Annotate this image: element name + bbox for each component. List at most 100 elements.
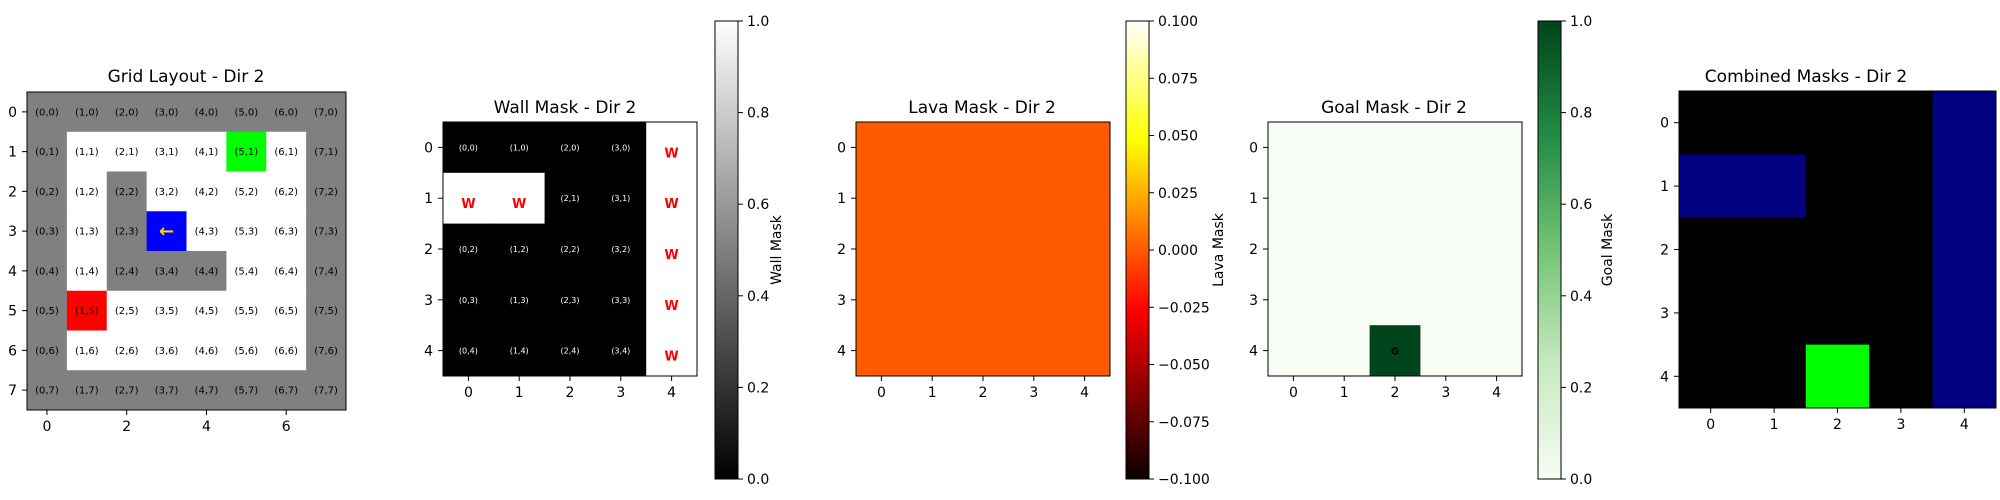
goal-mask-cb-tick-label: 0.0 xyxy=(1570,472,1592,488)
grid-cell-label: (7,1) xyxy=(314,147,338,158)
grid-cell-label: (0,6) xyxy=(35,346,59,357)
grid-cell-label: (5,1) xyxy=(234,147,258,158)
goal-mask-cell xyxy=(1268,325,1320,377)
grid-cell xyxy=(266,211,307,252)
grid-layout-xtick-label: 6 xyxy=(282,419,291,435)
grid-cell xyxy=(27,211,68,252)
grid-cell-label: (2,3) xyxy=(115,227,139,238)
grid-layout-ytick-label: 7 xyxy=(8,383,17,399)
grid-cell-label: (6,3) xyxy=(274,227,298,238)
wall-mask-xtick-label: 2 xyxy=(566,385,575,401)
wall-cell-label: (3,2) xyxy=(611,245,630,254)
wall-mask-cell xyxy=(595,274,647,326)
combined-masks-frame xyxy=(1678,90,1997,409)
lava-mask-xtick-label: 2 xyxy=(979,385,988,401)
grid-layout-ticks: 0 2 4 6 0 1 2 3 4 5 6 7 xyxy=(8,105,291,435)
goal-mask-cell xyxy=(1318,325,1371,377)
grid-cell xyxy=(106,370,148,411)
goal-mask-xtick-label: 1 xyxy=(1340,385,1349,401)
grid-layout-ytick-label: 0 xyxy=(8,105,17,121)
grid-cell-label: (1,2) xyxy=(75,187,99,198)
grid-cell-label: (6,4) xyxy=(274,266,298,277)
grid-cell xyxy=(27,330,68,371)
grid-cell xyxy=(306,370,347,411)
lava-mask-cell xyxy=(856,172,908,225)
wall-mask-ytick-label: 4 xyxy=(424,344,433,360)
grid-cell-label: (0,4) xyxy=(35,266,59,277)
grid-layout-title: Grid Layout - Dir 2 xyxy=(108,67,265,87)
grid-cell xyxy=(146,330,187,371)
wall-mask-xtick-label: 4 xyxy=(667,385,676,401)
combined-mask-cell xyxy=(1869,91,1934,155)
grid-layout-ytick-label: 4 xyxy=(8,264,17,280)
grid-cell xyxy=(226,370,267,411)
wall-cell-label: (3,0) xyxy=(611,143,630,152)
goal-mask-cell xyxy=(1318,274,1371,326)
wall-mask-cell xyxy=(443,274,495,326)
wall-cell-label: (2,3) xyxy=(561,296,580,305)
wall-mask-cell xyxy=(544,325,596,377)
wall-cell-label: (0,0) xyxy=(459,143,478,152)
grid-cell-label: (6,5) xyxy=(274,306,298,317)
panel-combined-masks: Combined Masks - Dir 2 0 1 2 3 4 0 1 2 3 4 xyxy=(1660,67,1997,433)
wall-mask-cell xyxy=(646,122,698,174)
grid-cell-label: (2,5) xyxy=(115,306,139,317)
goal-mask-cell xyxy=(1471,274,1523,326)
lava-mask-colorbar-ticks: 0.100 0.075 0.050 0.025 0.000 −0.025 −0.050 −0.… xyxy=(1149,14,1210,488)
grid-cell-label: (7,6) xyxy=(314,346,338,357)
lava-mask-xtick-label: 4 xyxy=(1080,385,1089,401)
wall-cell-label: (2,2) xyxy=(561,245,580,254)
wall-mask-colorbar-label: Wall Mask xyxy=(769,214,785,285)
combined-masks-xtick-label: 2 xyxy=(1833,417,1842,433)
grid-cell-label: (3,5) xyxy=(155,306,179,317)
wall-mask-cb-tick-label: 0.8 xyxy=(747,106,769,122)
grid-cell xyxy=(146,171,187,212)
wall-mask-cell xyxy=(646,274,698,326)
combined-mask-cell xyxy=(1869,154,1934,219)
grid-cell-label: (1,4) xyxy=(75,266,99,277)
wall-mask-ytick-label: 1 xyxy=(424,191,433,207)
lava-mask-cell xyxy=(957,274,1009,326)
combined-mask-cell xyxy=(1679,281,1743,346)
wall-mask-xtick-label: 3 xyxy=(616,385,625,401)
grid-cell xyxy=(186,211,227,252)
combined-mask-cell xyxy=(1869,344,1934,409)
lava-mask-cell xyxy=(1059,325,1111,377)
grid-cell xyxy=(106,131,148,172)
wall-mask-cells: (0,0) (1,0) (2,0) (3,0) W W W (2,1) (3,1) W (0,2) (… xyxy=(443,122,698,377)
grid-cell-label: (3,7) xyxy=(155,386,179,397)
lava-mask-cell xyxy=(957,122,1009,174)
goal-mask-cell xyxy=(1369,325,1421,377)
wall-mask-cell xyxy=(646,172,698,225)
grid-cell-label: (3,2) xyxy=(155,187,179,198)
goal-mask-cells: G xyxy=(1268,122,1523,377)
wall-mask-cell xyxy=(595,223,647,275)
grid-cell-label: (5,3) xyxy=(234,227,258,238)
lava-mask-xtick-label: 1 xyxy=(928,385,937,401)
goal-mask-cell xyxy=(1268,223,1320,275)
goal-mask-cell xyxy=(1420,223,1472,275)
grid-layout-cells: (0,0) (1,0) (2,0) (3,0) (4,0) (5,0) (6,0) (7,0)… xyxy=(27,92,347,411)
grid-cell-label: (3,0) xyxy=(155,107,179,118)
combined-masks-title: Combined Masks - Dir 2 xyxy=(1705,67,1907,87)
wall-mask-title: Wall Mask - Dir 2 xyxy=(494,98,637,118)
goal-mask-cell xyxy=(1318,122,1371,174)
combined-mask-cell xyxy=(1742,217,1807,282)
panel-wall-mask: Wall Mask - Dir 2 (0,0) (1,0) (2,0) (3,0) W W… xyxy=(424,14,785,488)
grid-cell-label: (1,6) xyxy=(75,346,99,357)
grid-cell-label: (2,2) xyxy=(115,187,139,198)
grid-cell xyxy=(66,330,108,371)
combined-mask-cell xyxy=(1742,91,1807,155)
grid-cell xyxy=(27,251,68,292)
goal-mask-cb-tick-label: 0.8 xyxy=(1570,106,1592,122)
grid-cell-label: (7,3) xyxy=(314,227,338,238)
lava-mask-cell xyxy=(957,223,1009,275)
grid-cell xyxy=(186,251,227,292)
goal-mask-cell xyxy=(1318,172,1371,225)
lava-mask-cell xyxy=(1059,172,1111,225)
grid-cell-label: (4,3) xyxy=(195,227,219,238)
lava-mask-title: Lava Mask - Dir 2 xyxy=(908,98,1056,118)
wall-cell-label: (3,1) xyxy=(611,194,630,203)
goal-marker-label: G xyxy=(1391,347,1399,358)
grid-cell xyxy=(106,92,148,133)
